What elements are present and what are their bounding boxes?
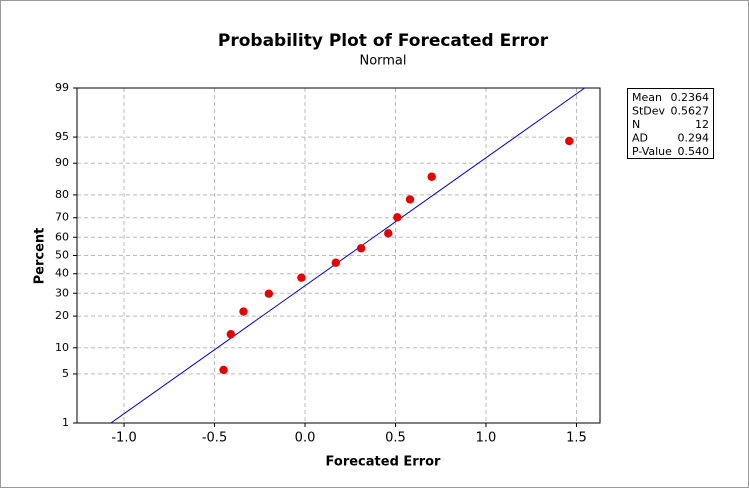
x-tick-label: 1.0 — [476, 431, 497, 446]
data-point — [565, 136, 574, 146]
stat-label: Mean — [632, 91, 662, 104]
x-tick-label: 1.5 — [566, 431, 587, 446]
x-tick-label: 0.5 — [385, 431, 406, 446]
y-tick-label: 1 — [62, 416, 69, 429]
chart-title: Probability Plot of Forecated Error — [218, 31, 549, 51]
data-point — [384, 229, 393, 238]
data-point — [393, 213, 402, 222]
x-tick-label: 0.0 — [295, 431, 316, 446]
y-tick-label: 5 — [62, 367, 69, 380]
y-tick-label: 95 — [55, 130, 69, 143]
stat-value: 0.294 — [678, 132, 710, 145]
data-point — [219, 365, 228, 375]
y-tick-label: 90 — [55, 156, 69, 169]
data-point — [331, 258, 340, 267]
data-point — [297, 273, 306, 282]
x-axis-label: Forecated Error — [326, 455, 441, 470]
data-point — [226, 330, 236, 339]
data-point — [427, 172, 436, 181]
stat-label: AD — [632, 132, 648, 145]
stats-box — [627, 88, 714, 159]
y-tick-label: 10 — [55, 341, 69, 354]
stat-value: 0.540 — [678, 145, 710, 158]
data-point — [264, 289, 274, 298]
y-tick-label: 80 — [55, 188, 69, 201]
stat-value: 12 — [695, 118, 709, 131]
y-tick-label: 50 — [55, 249, 69, 262]
y-axis-label: Percent — [33, 228, 48, 285]
y-tick-label: 40 — [55, 267, 69, 280]
x-tick-label: -0.5 — [202, 431, 227, 446]
stat-value: 0.2364 — [671, 91, 710, 104]
stat-value: 0.5627 — [671, 105, 710, 118]
y-tick-label: 60 — [55, 230, 69, 243]
data-point — [405, 195, 415, 204]
x-tick-label: -1.0 — [111, 431, 136, 446]
y-tick-label: 99 — [55, 81, 69, 94]
plot-border — [76, 87, 601, 424]
fit-line — [110, 87, 585, 424]
y-tick-label: 20 — [55, 309, 69, 322]
data-point — [239, 307, 248, 316]
y-tick-label: 70 — [55, 211, 69, 224]
chart-subtitle: Normal — [359, 54, 406, 69]
data-point — [356, 244, 366, 253]
y-tick-label: 30 — [55, 286, 69, 299]
stat-label: P-Value — [632, 145, 672, 158]
stat-label: N — [632, 118, 640, 131]
stat-label: StDev — [632, 105, 666, 118]
